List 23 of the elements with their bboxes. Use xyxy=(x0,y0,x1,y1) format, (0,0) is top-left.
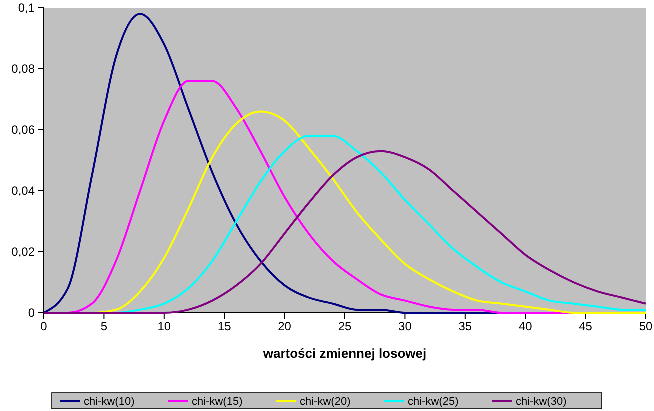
legend-label: chi-kw(10) xyxy=(84,396,135,408)
x-tick-label: 20 xyxy=(278,320,292,334)
x-tick-label: 5 xyxy=(100,320,108,334)
legend-label: chi-kw(30) xyxy=(516,396,567,408)
x-tick-label: 0 xyxy=(40,320,48,334)
y-tick-label: 0,06 xyxy=(12,122,36,137)
y-tick-label: 0,08 xyxy=(12,62,36,76)
y-tick-label: 0,1 xyxy=(18,0,36,15)
legend-label: chi-kw(15) xyxy=(192,396,243,408)
x-tick-label: 35 xyxy=(458,320,472,334)
x-axis-title: wartości zmiennej losowej xyxy=(262,346,427,361)
y-tick-label: 0,02 xyxy=(12,244,36,259)
y-tick-label: 0,04 xyxy=(12,184,36,198)
x-tick-label: 50 xyxy=(639,320,653,334)
x-tick-label: 40 xyxy=(518,320,533,334)
x-tick-label: 15 xyxy=(218,320,232,334)
x-tick-label: 45 xyxy=(579,320,593,334)
y-tick-label: 0 xyxy=(28,306,36,320)
x-tick-label: 10 xyxy=(158,320,172,334)
x-tick-label: 30 xyxy=(398,320,412,334)
legend-label: chi-kw(25) xyxy=(408,396,459,408)
legend-label: chi-kw(20) xyxy=(300,396,351,408)
x-tick-label: 25 xyxy=(338,320,352,334)
